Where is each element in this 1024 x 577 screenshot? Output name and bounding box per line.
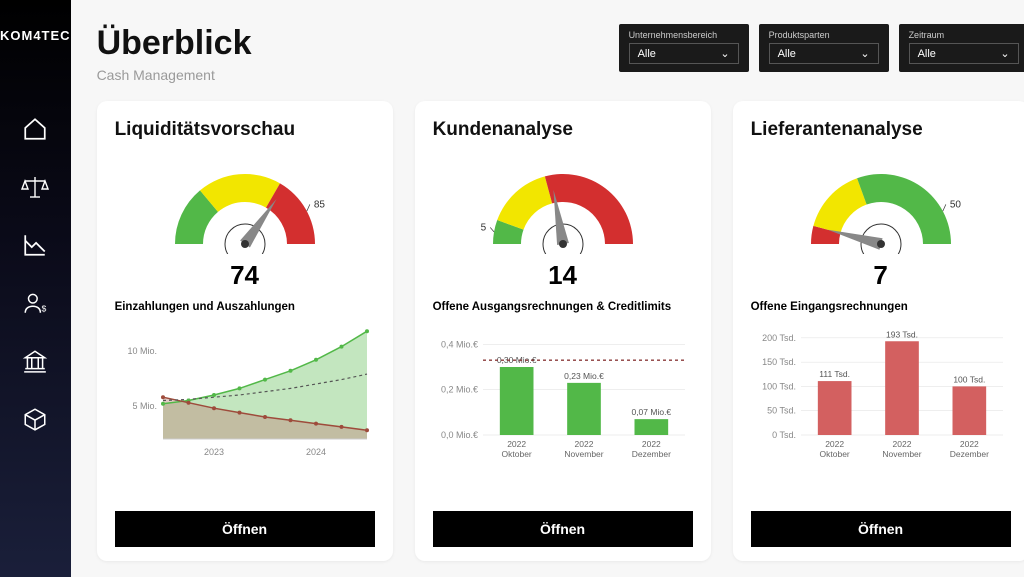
chart-down-icon[interactable]	[21, 231, 49, 259]
chevron-down-icon: ⌄	[860, 47, 869, 60]
home-icon[interactable]	[21, 115, 49, 143]
cards-row: Liquiditätsvorschau 85 74 Einzahlungen u…	[97, 101, 1024, 561]
svg-text:0,2 Mio.€: 0,2 Mio.€	[441, 385, 478, 395]
svg-text:0,0 Mio.€: 0,0 Mio.€	[441, 430, 478, 440]
filter-value: Alle	[778, 48, 796, 60]
subchart-title: Offene Eingangsrechnungen	[751, 301, 1011, 313]
header: Überblick Cash Management Unternehmensbe…	[97, 24, 1024, 83]
svg-text:100 Tsd.: 100 Tsd.	[762, 381, 796, 391]
gauge-customers: 5 14	[433, 149, 693, 291]
bank-icon[interactable]	[21, 347, 49, 375]
svg-text:0 Tsd.: 0 Tsd.	[772, 430, 796, 440]
filter-label: Zeitraum	[909, 30, 1019, 40]
chevron-down-icon: ⌄	[1000, 47, 1009, 60]
filter-label: Produktsparten	[769, 30, 879, 40]
page-title: Überblick	[97, 24, 252, 63]
balance-icon[interactable]	[21, 173, 49, 201]
gauge-liquidity: 85 74	[115, 149, 375, 291]
svg-text:2024: 2024	[306, 447, 326, 457]
svg-text:100 Tsd.: 100 Tsd.	[953, 374, 985, 384]
open-button[interactable]: Öffnen	[115, 511, 375, 547]
svg-text:50: 50	[949, 199, 961, 210]
svg-text:2022: 2022	[825, 439, 844, 449]
svg-text:Dezember: Dezember	[631, 449, 670, 459]
svg-text:2022: 2022	[574, 439, 593, 449]
svg-text:0,07 Mio.€: 0,07 Mio.€	[631, 407, 671, 417]
svg-text:2022: 2022	[641, 439, 660, 449]
nav: $	[21, 115, 49, 433]
svg-text:2022: 2022	[892, 439, 911, 449]
filter-business-area[interactable]: Unternehmensbereich Alle ⌄	[619, 24, 749, 72]
gauge-value: 14	[548, 260, 577, 291]
svg-text:193 Tsd.: 193 Tsd.	[886, 329, 918, 339]
filter-period[interactable]: Zeitraum Alle ⌄	[899, 24, 1024, 72]
svg-text:5: 5	[480, 222, 486, 233]
svg-text:0,4 Mio.€: 0,4 Mio.€	[441, 339, 478, 349]
brand-logo: KOM4TEC	[0, 28, 71, 43]
card-title: Lieferantenanalyse	[751, 119, 1011, 141]
svg-text:November: November	[882, 449, 921, 459]
filters-row: Unternehmensbereich Alle ⌄ Produktsparten…	[619, 24, 1024, 72]
svg-text:111 Tsd.: 111 Tsd.	[819, 369, 850, 379]
svg-text:0,23 Mio.€: 0,23 Mio.€	[564, 371, 604, 381]
svg-text:50 Tsd.: 50 Tsd.	[767, 406, 796, 416]
svg-text:Oktober: Oktober	[819, 449, 849, 459]
gauge-value: 74	[230, 260, 259, 291]
user-money-icon[interactable]: $	[21, 289, 49, 317]
svg-text:200 Tsd.: 200 Tsd.	[762, 333, 796, 343]
card-title: Kundenanalyse	[433, 119, 693, 141]
subchart-title: Einzahlungen und Auszahlungen	[115, 301, 375, 313]
subchart-title: Offene Ausgangsrechnungen & Creditlimits	[433, 301, 693, 313]
card-liquidity: Liquiditätsvorschau 85 74 Einzahlungen u…	[97, 101, 393, 561]
gauge-suppliers: 50 7	[751, 149, 1011, 291]
chevron-down-icon: ⌄	[720, 47, 729, 60]
filter-product-lines[interactable]: Produktsparten Alle ⌄	[759, 24, 889, 72]
svg-text:2023: 2023	[204, 447, 224, 457]
bar-chart-suppliers: 200 Tsd. 150 Tsd. 100 Tsd. 50 Tsd. 0 Tsd. 111…	[751, 321, 1011, 501]
filter-value: Alle	[918, 48, 936, 60]
bar-chart-customers: 0,4 Mio.€0,2 Mio.€0,0 Mio.€0,30 Mio.€202…	[433, 321, 693, 501]
sidebar: KOM4TEC $	[0, 0, 71, 577]
svg-text:85: 85	[313, 199, 325, 210]
svg-text:November: November	[564, 449, 603, 459]
package-icon[interactable]	[21, 405, 49, 433]
filter-label: Unternehmensbereich	[629, 30, 739, 40]
line-chart: 10 Mio. 5 Mio. 2023 2024	[115, 321, 375, 501]
svg-text:5 Mio.: 5 Mio.	[132, 401, 157, 411]
svg-text:2022: 2022	[507, 439, 526, 449]
card-title: Liquiditätsvorschau	[115, 119, 375, 141]
svg-text:Dezember: Dezember	[949, 449, 988, 459]
svg-text:Oktober: Oktober	[501, 449, 531, 459]
svg-text:2022: 2022	[959, 439, 978, 449]
card-customers: Kundenanalyse 5 14 Offene Ausgangsrechnu…	[415, 101, 711, 561]
page-subtitle: Cash Management	[97, 67, 252, 83]
filter-value: Alle	[638, 48, 656, 60]
open-button[interactable]: Öffnen	[433, 511, 693, 547]
card-suppliers: Lieferantenanalyse 50 7 Offene Eingangsr…	[733, 101, 1024, 561]
open-button[interactable]: Öffnen	[751, 511, 1011, 547]
svg-text:150 Tsd.: 150 Tsd.	[762, 357, 796, 367]
main: Überblick Cash Management Unternehmensbe…	[71, 0, 1024, 577]
title-block: Überblick Cash Management	[97, 24, 252, 83]
svg-text:$: $	[42, 304, 47, 314]
gauge-value: 7	[873, 260, 887, 291]
svg-text:10 Mio.: 10 Mio.	[127, 346, 157, 356]
